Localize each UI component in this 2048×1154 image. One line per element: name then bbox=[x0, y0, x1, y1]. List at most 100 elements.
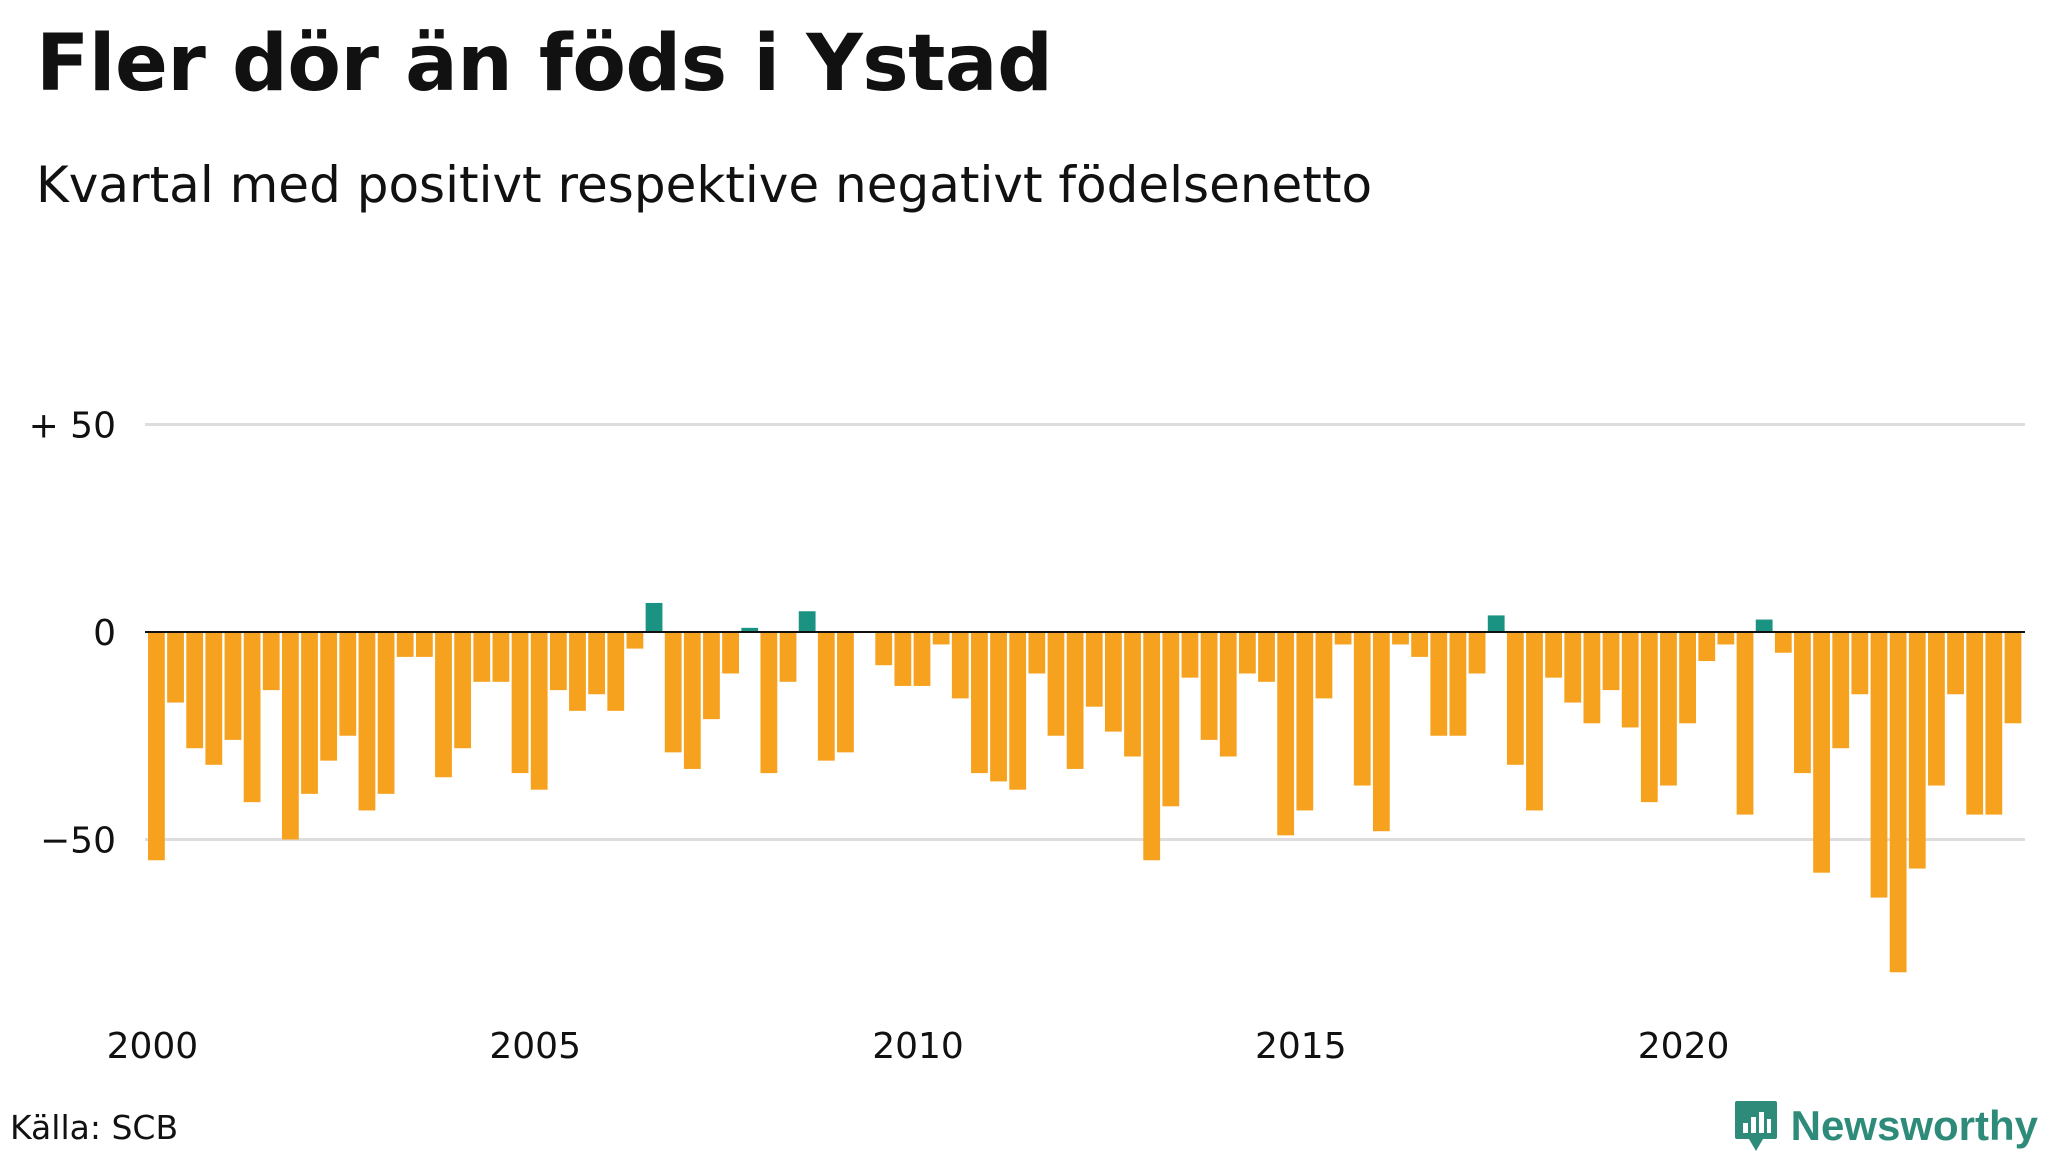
bar bbox=[1009, 632, 1027, 790]
bar bbox=[1851, 632, 1869, 695]
bar bbox=[1774, 632, 1792, 653]
bar bbox=[473, 632, 491, 682]
bar bbox=[1717, 632, 1735, 645]
bar bbox=[1181, 632, 1199, 678]
bar bbox=[1411, 632, 1429, 657]
bar bbox=[1258, 632, 1275, 682]
bar bbox=[1602, 632, 1620, 691]
bar bbox=[1353, 632, 1371, 786]
bar bbox=[1296, 632, 1314, 811]
bar bbox=[1889, 632, 1907, 973]
bar bbox=[549, 632, 567, 691]
bar bbox=[167, 632, 184, 703]
bar bbox=[722, 632, 739, 674]
x-tick-label: 2000 bbox=[107, 1026, 199, 1060]
bar bbox=[530, 632, 548, 790]
x-tick-label: 2010 bbox=[872, 1026, 964, 1060]
bar bbox=[607, 632, 625, 711]
chart-subtitle: Kvartal med positivt respektive negativt… bbox=[36, 156, 1373, 214]
bar bbox=[990, 632, 1007, 782]
bar bbox=[1066, 632, 1084, 769]
x-tick-label: 2015 bbox=[1255, 1026, 1347, 1060]
bar bbox=[1908, 632, 1926, 869]
bar bbox=[1028, 632, 1046, 674]
bar bbox=[358, 632, 376, 811]
bar bbox=[1085, 632, 1103, 707]
newsworthy-logo-icon bbox=[1734, 1101, 1777, 1151]
bar bbox=[186, 632, 204, 749]
bar bbox=[741, 627, 759, 632]
y-tick-label: 0 bbox=[93, 613, 116, 654]
bar bbox=[588, 632, 606, 695]
bar bbox=[1105, 632, 1122, 732]
bar bbox=[2004, 632, 2022, 724]
bar bbox=[1162, 632, 1180, 807]
bar bbox=[1640, 632, 1658, 803]
bar bbox=[1545, 632, 1563, 678]
bar bbox=[1813, 632, 1830, 873]
bar bbox=[1334, 632, 1352, 645]
bar bbox=[148, 632, 165, 861]
bar bbox=[875, 632, 893, 666]
bar bbox=[760, 632, 778, 774]
bar bbox=[415, 632, 433, 657]
bar bbox=[1200, 632, 1218, 740]
source-note: Källa: SCB bbox=[10, 1108, 179, 1147]
bar bbox=[817, 632, 835, 761]
bar bbox=[1372, 632, 1390, 832]
bar bbox=[492, 632, 510, 682]
bar bbox=[1564, 632, 1582, 703]
gridlines bbox=[145, 423, 2025, 841]
bar bbox=[703, 632, 720, 720]
bar bbox=[339, 632, 357, 736]
bar bbox=[1487, 615, 1505, 632]
y-tick-label: −50 bbox=[40, 821, 116, 862]
bar bbox=[511, 632, 529, 774]
bar bbox=[1794, 632, 1811, 774]
bar bbox=[1143, 632, 1161, 861]
bar bbox=[1736, 632, 1754, 815]
bar bbox=[569, 632, 586, 711]
bar bbox=[1392, 632, 1409, 645]
bar bbox=[396, 632, 414, 657]
bar bbox=[1832, 632, 1850, 749]
bar bbox=[1315, 632, 1333, 699]
bar bbox=[1755, 619, 1773, 632]
bar bbox=[645, 602, 663, 632]
bar bbox=[1506, 632, 1524, 765]
bar bbox=[798, 611, 816, 632]
bar bbox=[454, 632, 472, 749]
bar bbox=[779, 632, 797, 682]
bar bbox=[224, 632, 242, 740]
bar bbox=[1966, 632, 1984, 815]
bar bbox=[932, 632, 950, 645]
bars bbox=[148, 602, 2022, 973]
bar bbox=[837, 632, 854, 753]
brand-logo: Newsworthy bbox=[1733, 1098, 2038, 1154]
bar bbox=[913, 632, 931, 686]
bar bbox=[1985, 632, 2003, 815]
bar bbox=[281, 632, 299, 840]
bar bbox=[1679, 632, 1696, 724]
bar bbox=[1928, 632, 1945, 786]
bar bbox=[243, 632, 261, 803]
bar-chart: + 50 0 −50 2000 2005 2010 2015 2020 bbox=[29, 406, 2025, 1060]
bar bbox=[894, 632, 912, 686]
bar bbox=[1583, 632, 1601, 724]
bar bbox=[1660, 632, 1677, 786]
brand-name: Newsworthy bbox=[1790, 1102, 2038, 1149]
chart-title: Fler dör än föds i Ystad bbox=[36, 19, 1053, 109]
x-tick-label: 2005 bbox=[489, 1026, 581, 1060]
y-tick-label: + 50 bbox=[29, 406, 116, 447]
bar bbox=[1947, 632, 1964, 695]
bar bbox=[1238, 632, 1256, 674]
bar bbox=[320, 632, 338, 761]
bar bbox=[1124, 632, 1141, 757]
bar bbox=[1047, 632, 1065, 736]
bar bbox=[1526, 632, 1543, 811]
bar bbox=[626, 632, 644, 649]
bar bbox=[1277, 632, 1295, 836]
bar bbox=[301, 632, 318, 794]
bar bbox=[435, 632, 452, 778]
bar bbox=[1468, 632, 1486, 674]
